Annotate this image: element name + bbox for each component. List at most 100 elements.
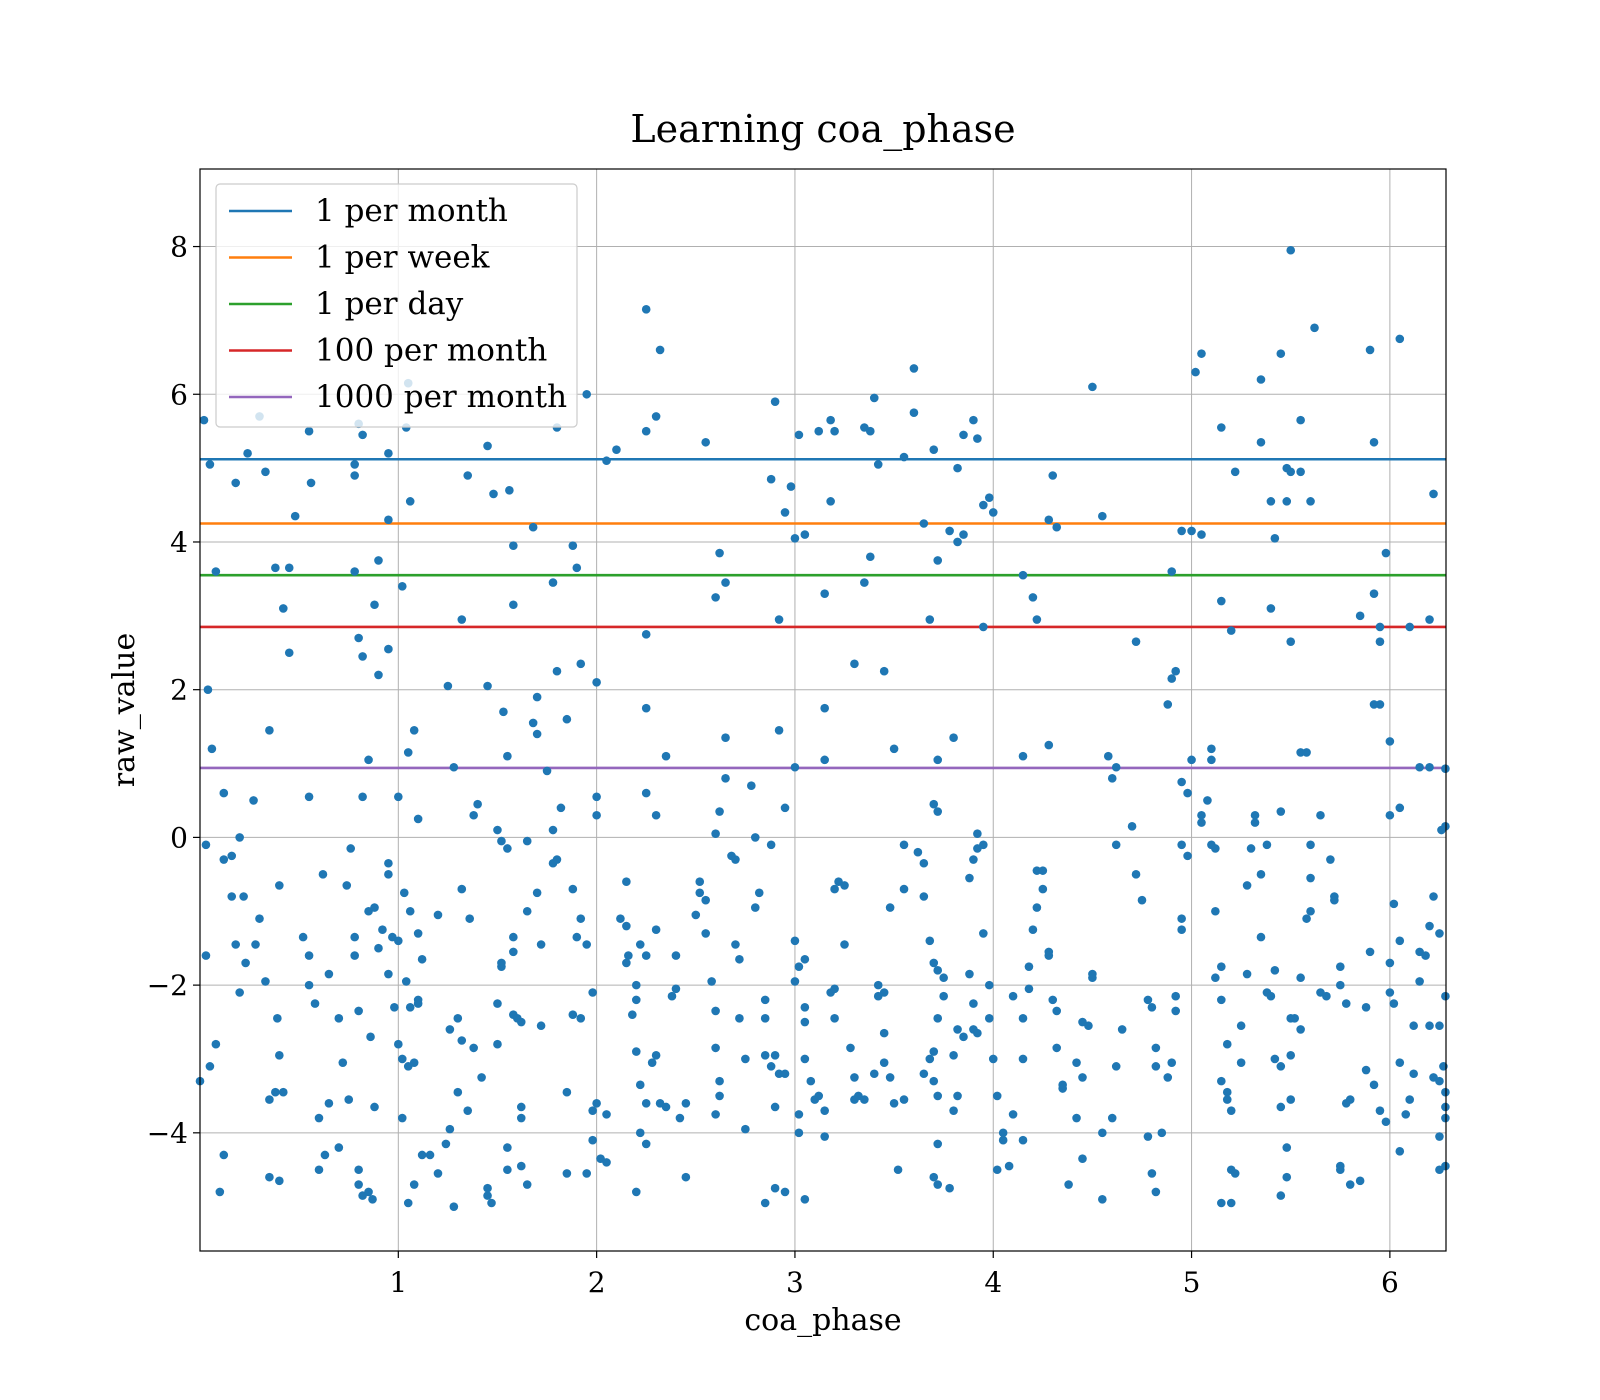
scatter-point: [1361, 1065, 1371, 1075]
scatter-point: [306, 478, 316, 488]
scatter-point: [374, 670, 383, 680]
scatter-point: [820, 589, 829, 598]
threshold-lines: [200, 457, 1446, 770]
scatter-point: [1171, 1006, 1180, 1016]
scatter-point: [1250, 818, 1260, 827]
scatter-point: [582, 389, 592, 399]
scatter-point: [889, 744, 899, 754]
scatter-point: [483, 1183, 492, 1193]
scatter-point: [572, 932, 582, 942]
y-tick-label: 8: [170, 231, 188, 264]
x-tick-label: 4: [984, 1266, 1002, 1299]
scatter-point: [1369, 700, 1379, 709]
scatter-point: [265, 1172, 274, 1182]
scatter-point: [397, 1054, 407, 1064]
scatter-point: [1365, 947, 1375, 957]
scatter-point: [324, 1098, 334, 1108]
scatter-point: [304, 426, 314, 436]
scatter-point: [582, 1169, 592, 1178]
scatter-point: [899, 452, 909, 462]
scatter-point: [780, 1187, 790, 1197]
scatter-point: [477, 1073, 486, 1082]
scatter-point: [1107, 1113, 1117, 1123]
scatter-point: [1207, 755, 1216, 765]
scatter-point: [1147, 1002, 1157, 1012]
scatter-point: [1177, 925, 1186, 935]
scatter-point: [959, 530, 968, 539]
scatter-point: [201, 840, 211, 850]
scatter-point: [998, 1128, 1008, 1138]
scatter-point: [568, 541, 578, 550]
scatter-point: [394, 792, 403, 802]
scatter-point: [794, 1110, 804, 1119]
y-tick-label: 6: [170, 378, 188, 411]
scatter-point: [344, 1095, 354, 1104]
scatter-point: [715, 1091, 724, 1101]
scatter-point: [750, 903, 760, 912]
scatter-point: [899, 884, 909, 894]
scatter-point: [1038, 884, 1048, 894]
scatter-point: [1191, 367, 1200, 377]
scatter-point: [1395, 1058, 1405, 1067]
scatter-point: [770, 1102, 780, 1112]
scatter-point: [1429, 489, 1438, 499]
scatter-point: [1230, 1169, 1240, 1178]
scatter-point: [1306, 840, 1315, 850]
scatter-point: [358, 792, 367, 802]
scatter-point: [780, 803, 790, 813]
scatter-point: [1425, 615, 1434, 624]
chart-title: Learning coa_phase: [630, 107, 1015, 152]
legend-label-0: 1 per month: [315, 193, 508, 229]
x-axis-ticks: 1 2 3 4 5 6: [389, 1251, 1399, 1299]
scatter-point: [433, 1169, 443, 1178]
scatter-point: [487, 1198, 496, 1208]
scatter-point: [1381, 1117, 1391, 1127]
scatter-point: [350, 951, 359, 960]
scatter-point: [592, 1098, 601, 1108]
scatter-point: [522, 1180, 532, 1189]
y-axis-ticks: −4 −2 0 2 4 6 8: [147, 231, 200, 1150]
y-tick-label: 4: [170, 526, 188, 559]
scatter-point: [1437, 825, 1446, 835]
scatter-point: [516, 1161, 526, 1171]
scatter-point: [984, 493, 994, 502]
scatter-point: [1111, 840, 1121, 850]
scatter-point: [1381, 548, 1391, 558]
scatter-point: [701, 929, 710, 938]
scatter-point: [320, 1150, 330, 1160]
scatter-point: [1282, 497, 1292, 506]
scatter-point: [1032, 866, 1042, 875]
scatter-point: [790, 977, 800, 986]
scatter-point: [1266, 991, 1276, 1001]
scatter-point: [1151, 1043, 1161, 1053]
scatter-point: [641, 426, 651, 436]
scatter-point: [1395, 803, 1405, 813]
scatter-point: [806, 1076, 816, 1086]
scatter-point: [592, 678, 601, 687]
scatter-point: [324, 969, 334, 979]
scatter-point: [1211, 973, 1220, 983]
scatter-point: [965, 873, 974, 883]
scatter-point: [909, 408, 919, 418]
scatter-point: [562, 1169, 572, 1178]
y-tick-label: 0: [170, 821, 188, 854]
scatter-point: [1048, 995, 1058, 1005]
x-tick-label: 3: [786, 1266, 804, 1299]
scatter-point: [681, 1172, 691, 1182]
scatter-point: [984, 980, 994, 990]
scatter-point: [1211, 844, 1220, 853]
scatter-point: [1044, 951, 1054, 960]
scatter-point: [342, 881, 352, 890]
scatter-point: [413, 929, 423, 938]
scatter-point: [384, 969, 393, 979]
scatter-point: [885, 903, 895, 912]
scatter-point: [933, 966, 943, 975]
scatter-point: [1385, 958, 1395, 968]
scatter-point: [885, 1073, 895, 1082]
scatter-point: [945, 526, 954, 536]
scatter-point: [1296, 973, 1305, 983]
scatter-point: [1084, 1021, 1093, 1031]
scatter-point: [711, 1110, 720, 1119]
scatter-point: [949, 733, 958, 742]
